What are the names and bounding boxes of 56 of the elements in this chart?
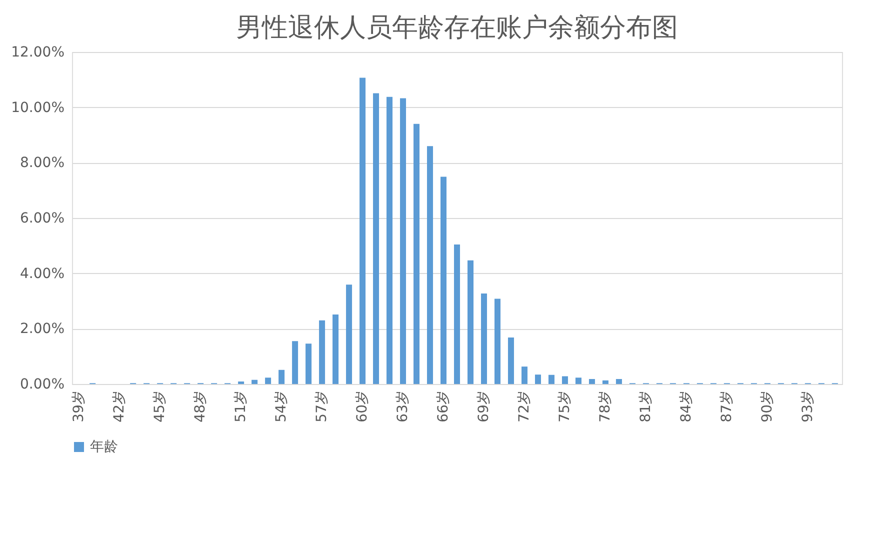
bar [414, 124, 420, 384]
y-tick-label: 4.00% [20, 266, 64, 282]
bar [467, 260, 474, 384]
bar [292, 341, 298, 384]
bar [575, 378, 582, 384]
bar [521, 366, 528, 384]
legend-label: 年龄 [90, 439, 118, 455]
y-tick-label: 12.00% [11, 44, 64, 60]
x-tick-label: 72岁 [516, 390, 532, 422]
x-tick-label: 42岁 [112, 390, 128, 422]
x-tick-label: 78岁 [597, 390, 614, 422]
bar [265, 378, 272, 384]
bar [548, 374, 554, 384]
bar [278, 370, 285, 384]
x-tick-label: 48岁 [192, 390, 209, 422]
x-tick-label: 54岁 [274, 390, 290, 422]
x-tick-label: 57岁 [314, 390, 330, 422]
bar [427, 146, 434, 384]
y-tick-label: 6.00% [20, 210, 64, 226]
bar [494, 298, 500, 384]
x-tick-label: 90岁 [759, 390, 776, 422]
chart-title: 男性退休人员年龄存在账户余额分布图 [236, 13, 678, 43]
y-tick-label: 0.00% [20, 376, 64, 392]
bar [400, 98, 406, 384]
x-tick-label: 60岁 [354, 390, 371, 422]
bar [508, 338, 514, 384]
bar [588, 379, 595, 384]
x-tick-label: 84岁 [678, 390, 694, 422]
bar [346, 284, 352, 384]
x-tick-label: 87岁 [718, 390, 735, 422]
x-tick-label: 51岁 [233, 390, 250, 422]
x-tick-label: 39岁 [71, 390, 88, 422]
bar [386, 96, 393, 384]
bar [252, 380, 258, 384]
x-tick-label: 75岁 [556, 390, 573, 422]
bar [616, 379, 622, 384]
y-tick-label: 8.00% [20, 155, 64, 172]
bar [360, 78, 366, 384]
bar [306, 344, 312, 384]
x-tick-label: 45岁 [152, 390, 168, 422]
bar [440, 176, 447, 384]
y-tick-label: 10.00% [11, 100, 64, 116]
x-tick-label: 63岁 [395, 390, 412, 422]
bar [562, 376, 568, 384]
x-tick-label: 93岁 [800, 390, 816, 422]
bar [602, 380, 608, 384]
bar [319, 320, 326, 384]
bar [454, 244, 460, 384]
y-tick-label: 2.00% [20, 321, 64, 338]
bar [534, 374, 541, 384]
bar [332, 314, 339, 384]
x-tick-label: 66岁 [436, 390, 452, 422]
bar [480, 294, 487, 384]
x-tick-label: 81岁 [638, 390, 654, 422]
bar [373, 93, 380, 384]
x-tick-label: 69岁 [476, 390, 492, 422]
